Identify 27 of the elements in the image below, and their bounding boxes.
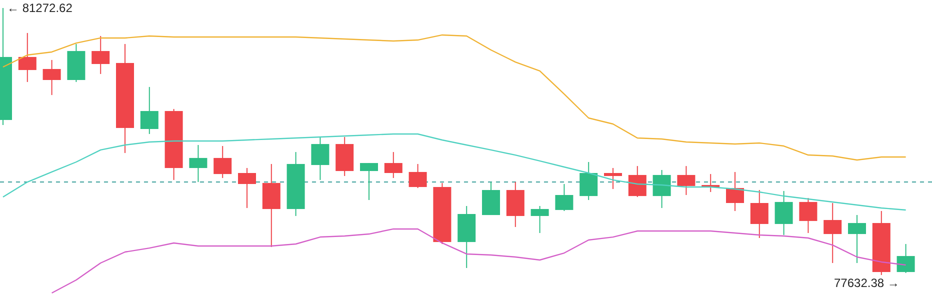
candlestick — [774, 190, 793, 236]
candlestick — [896, 244, 915, 274]
candlestick — [18, 32, 36, 82]
candlestick — [530, 206, 549, 234]
candlestick — [726, 171, 744, 212]
candlestick — [238, 168, 256, 208]
candlestick — [848, 214, 866, 264]
candlestick — [42, 59, 61, 96]
candlestick — [92, 35, 110, 74]
candlestick — [824, 202, 842, 264]
candlestick — [189, 144, 208, 183]
text: 77632.38 → — [834, 276, 900, 290]
candlestick — [677, 166, 696, 196]
candlestick — [750, 190, 768, 238]
candlestick — [555, 184, 574, 212]
candlestick — [384, 152, 402, 178]
candlestick — [580, 162, 598, 200]
candlestick — [214, 146, 232, 178]
candlestick — [604, 168, 622, 190]
candlestick — [311, 136, 330, 180]
candlestick — [408, 163, 427, 189]
candlestick — [360, 162, 378, 200]
candlestick — [799, 198, 818, 234]
candlestick — [652, 169, 671, 208]
candlestick — [140, 86, 158, 134]
candlestick — [628, 166, 646, 198]
annotation: ← 81272.62 — [7, 1, 73, 15]
